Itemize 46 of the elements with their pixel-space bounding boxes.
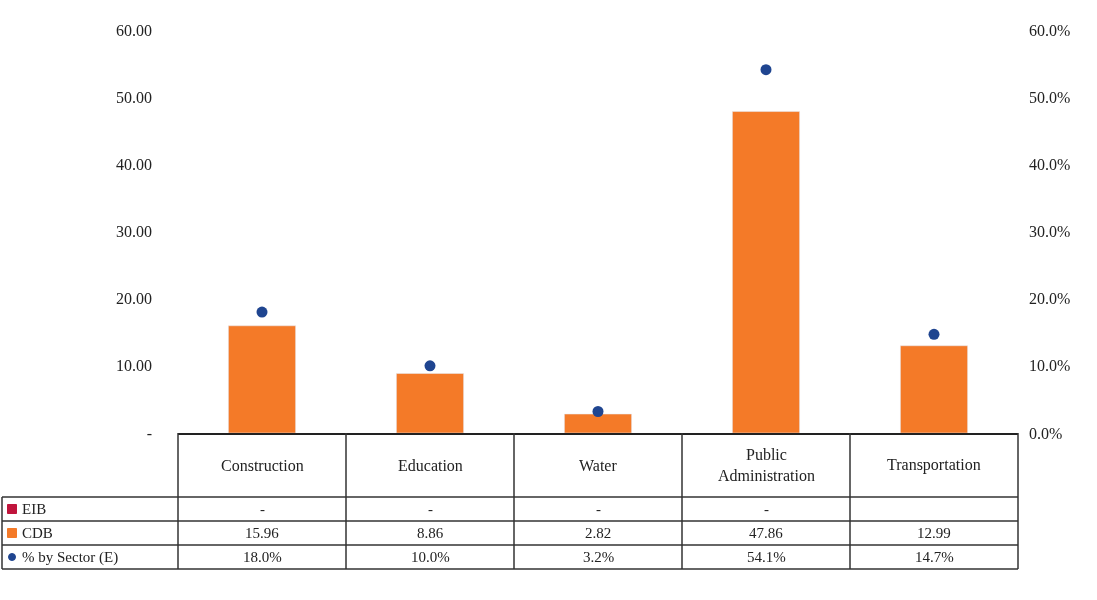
data-label: 47.86: [749, 525, 784, 541]
data-label: 54.1%: [747, 549, 786, 565]
bar: [228, 325, 296, 433]
y-tick-label: 20.00: [116, 290, 152, 308]
y-tick-label: 30.00: [116, 223, 152, 241]
point: [256, 306, 268, 318]
y-tick-label: 50.00: [116, 88, 152, 106]
text: -: [764, 501, 769, 517]
y-tick-label: 10.00: [116, 357, 152, 375]
legend-label: EIB: [22, 501, 47, 517]
data-label: 12.99: [917, 525, 951, 541]
bar: [900, 345, 968, 433]
data-label: 8.86: [417, 525, 444, 541]
data-label: 14.7%: [915, 549, 954, 565]
bar: [732, 111, 800, 433]
x-tick-label: Public Administration: [718, 446, 815, 484]
y2-tick-label: 60.0%: [1029, 21, 1071, 39]
legend-label: CDB: [22, 525, 53, 541]
y2-tick-label: 30.0%: [1029, 223, 1071, 241]
x-tick-label: Transportation: [887, 456, 981, 474]
bar: [396, 373, 464, 433]
data-label: 18.0%: [243, 549, 282, 565]
y-tick-label: -: [146, 424, 152, 442]
y2-tick-label: 0.0%: [1029, 424, 1063, 442]
data-label: 3.2%: [583, 549, 615, 565]
y-tick-label: 60.00: [116, 21, 152, 39]
point: [928, 328, 940, 340]
text: -: [260, 501, 265, 517]
data-label: 2.82: [585, 525, 612, 541]
y-tick-label: 40.00: [116, 155, 152, 173]
point: [760, 64, 772, 76]
data-label: 15.96: [245, 525, 280, 541]
y2-tick-label: 10.0%: [1029, 357, 1071, 375]
x-tick-label: Construction: [221, 457, 304, 474]
x-tick-label: Education: [398, 457, 463, 474]
point: [424, 360, 436, 372]
point: [592, 406, 604, 418]
bar: [564, 413, 632, 433]
y2-tick-label: 20.0%: [1029, 290, 1071, 308]
y2-tick-label: 40.0%: [1029, 155, 1071, 173]
legend-label: % by Sector (E): [22, 549, 119, 566]
data-label: 10.0%: [411, 549, 450, 565]
text: -: [596, 501, 601, 517]
y2-tick-label: 50.0%: [1029, 88, 1071, 106]
text: -: [428, 501, 433, 517]
x-tick-label: Water: [579, 457, 618, 474]
